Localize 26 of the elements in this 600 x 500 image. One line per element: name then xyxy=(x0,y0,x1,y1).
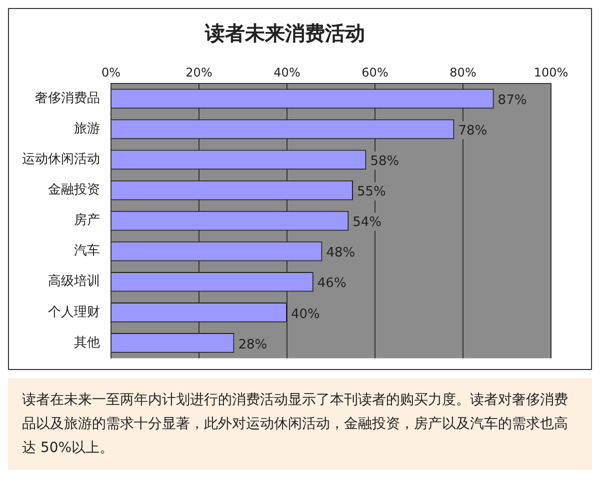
y-tick-label: 个人理财 xyxy=(48,304,100,320)
data-label: 78% xyxy=(458,124,488,139)
text: 读者在未来一至两年内计划进行的消费活动显示了本刊读者的购买力度。读者对奢侈消费品以及旅游的需求十分显著，此外对运动休闲活动，金融投资，房产以及汽车的需求也高达 50%以上。 xyxy=(8,378,592,470)
x-tick-label: 20% xyxy=(186,65,212,80)
y-tick-label: 汽车 xyxy=(74,244,100,259)
x-tick-label: 100% xyxy=(534,65,568,80)
data-label: 55% xyxy=(357,184,386,200)
data-label: 58% xyxy=(370,154,400,170)
y-tick-label: 奢侈消费品 xyxy=(35,91,100,106)
y-tick-label: 金融投资 xyxy=(48,182,100,198)
x-tick-label: 0% xyxy=(101,65,121,80)
y-tick-label: 高级培训 xyxy=(48,273,100,290)
data-label: 54% xyxy=(352,215,382,230)
data-label: 46% xyxy=(317,276,346,292)
data-label: 28% xyxy=(238,337,268,352)
y-tick-label: 旅游 xyxy=(74,122,100,137)
data-label: 40% xyxy=(291,306,320,322)
x-tick-label: 60% xyxy=(362,65,388,80)
x-tick-label: 40% xyxy=(274,65,300,80)
data-label: 48% xyxy=(326,246,356,261)
y-tick-label: 运动休闲活动 xyxy=(22,152,100,168)
y-tick-label: 其他 xyxy=(74,335,100,350)
x-tick-label: 80% xyxy=(450,65,476,80)
data-label: 87% xyxy=(498,93,527,108)
y-tick-label: 房产 xyxy=(74,212,100,228)
chart-title: 读者未来消费活动 xyxy=(204,21,365,46)
